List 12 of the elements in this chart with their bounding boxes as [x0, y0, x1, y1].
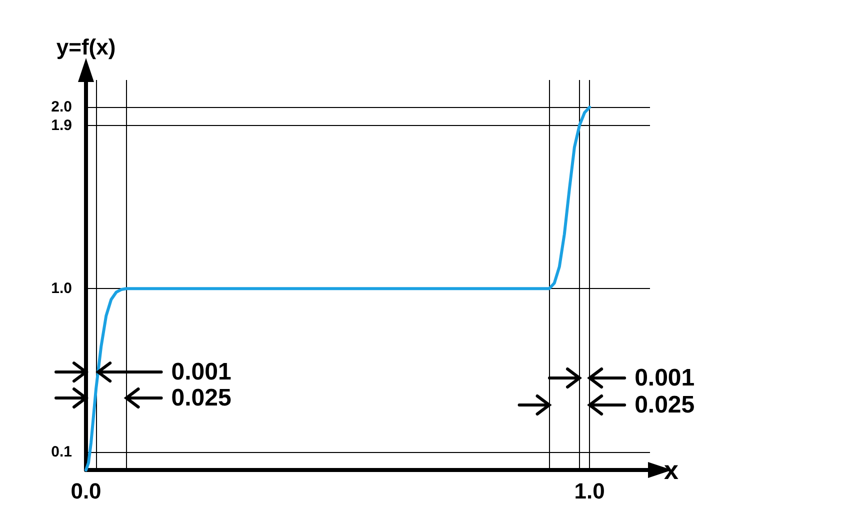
- y-tick-label: 1.0: [51, 280, 72, 298]
- y-axis-title: y=f(x): [56, 34, 116, 60]
- x-axis-title: x: [664, 455, 679, 485]
- line-series: [84, 106, 592, 472]
- y-tick-label: 0.1: [51, 443, 72, 460]
- annotation: 0.001: [634, 364, 695, 392]
- y-tick-label: 1.9: [51, 116, 72, 134]
- annotation: 0.001: [171, 358, 232, 386]
- y-tick-label: 2.0: [51, 98, 72, 116]
- annotation: 0.025: [634, 392, 695, 418]
- x-tick-label: 0.0: [70, 478, 102, 504]
- annotation: 0.025: [171, 384, 232, 412]
